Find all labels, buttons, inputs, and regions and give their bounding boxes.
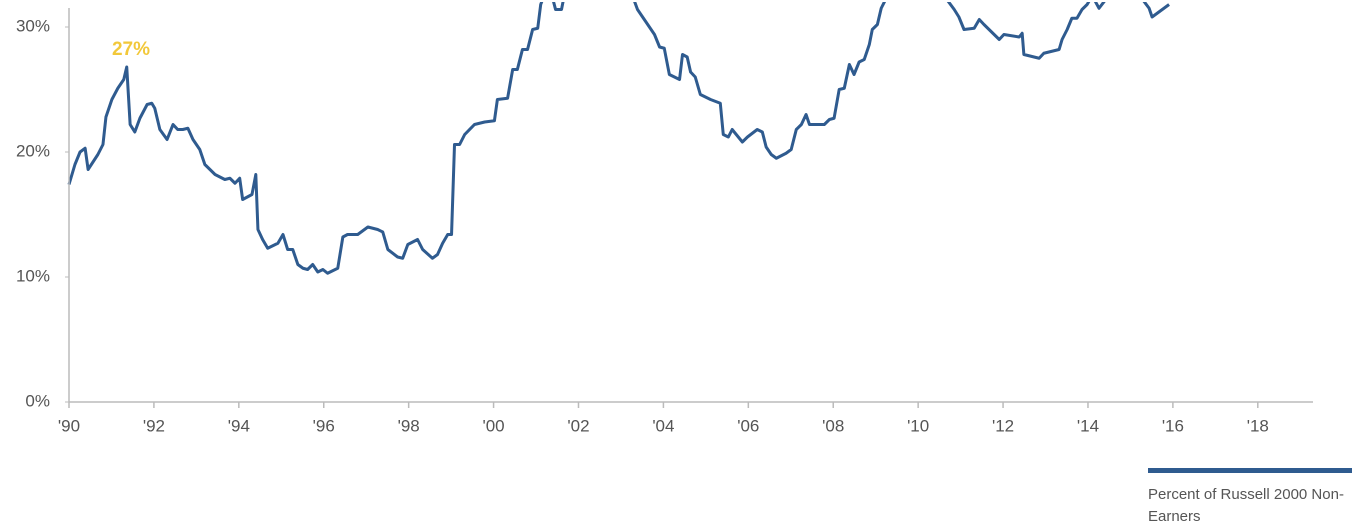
y-tick-label: 10% xyxy=(16,266,50,285)
y-tick-label: 20% xyxy=(16,141,50,160)
series-line xyxy=(67,2,1170,275)
legend-swatch xyxy=(1148,468,1352,473)
x-tick-label: '04 xyxy=(652,416,674,435)
annotation: 27% xyxy=(112,39,150,60)
legend-label: Percent of Russell 2000 Non-Earners xyxy=(1148,486,1344,525)
x-tick-label: '94 xyxy=(228,416,250,435)
x-tick-label: '18 xyxy=(1247,416,1269,435)
legend: Percent of Russell 2000 Non-Earners xyxy=(1148,468,1353,528)
x-tick-label: '06 xyxy=(737,416,759,435)
chart: 0% 10% 20% 30% '90 '92 '94 '96 '98 '00 '02 '04 '06 '0… xyxy=(16,2,1313,435)
x-tick-label: '00 xyxy=(482,416,504,435)
x-tick-label: '02 xyxy=(567,416,589,435)
x-tick-label: '90 xyxy=(58,416,80,435)
y-tick-label: 30% xyxy=(16,16,50,35)
x-tick-label: '98 xyxy=(398,416,420,435)
x-tick-label: '12 xyxy=(992,416,1014,435)
x-tick-label: '14 xyxy=(1077,416,1099,435)
x-tick-label: '10 xyxy=(907,416,929,435)
x-tick-label: '96 xyxy=(313,416,335,435)
x-tick-label: '08 xyxy=(822,416,844,435)
plot-area xyxy=(67,2,1170,275)
y-tick-label: 0% xyxy=(25,391,50,410)
x-tick-label: '92 xyxy=(143,416,165,435)
x-tick-label: '16 xyxy=(1162,416,1184,435)
